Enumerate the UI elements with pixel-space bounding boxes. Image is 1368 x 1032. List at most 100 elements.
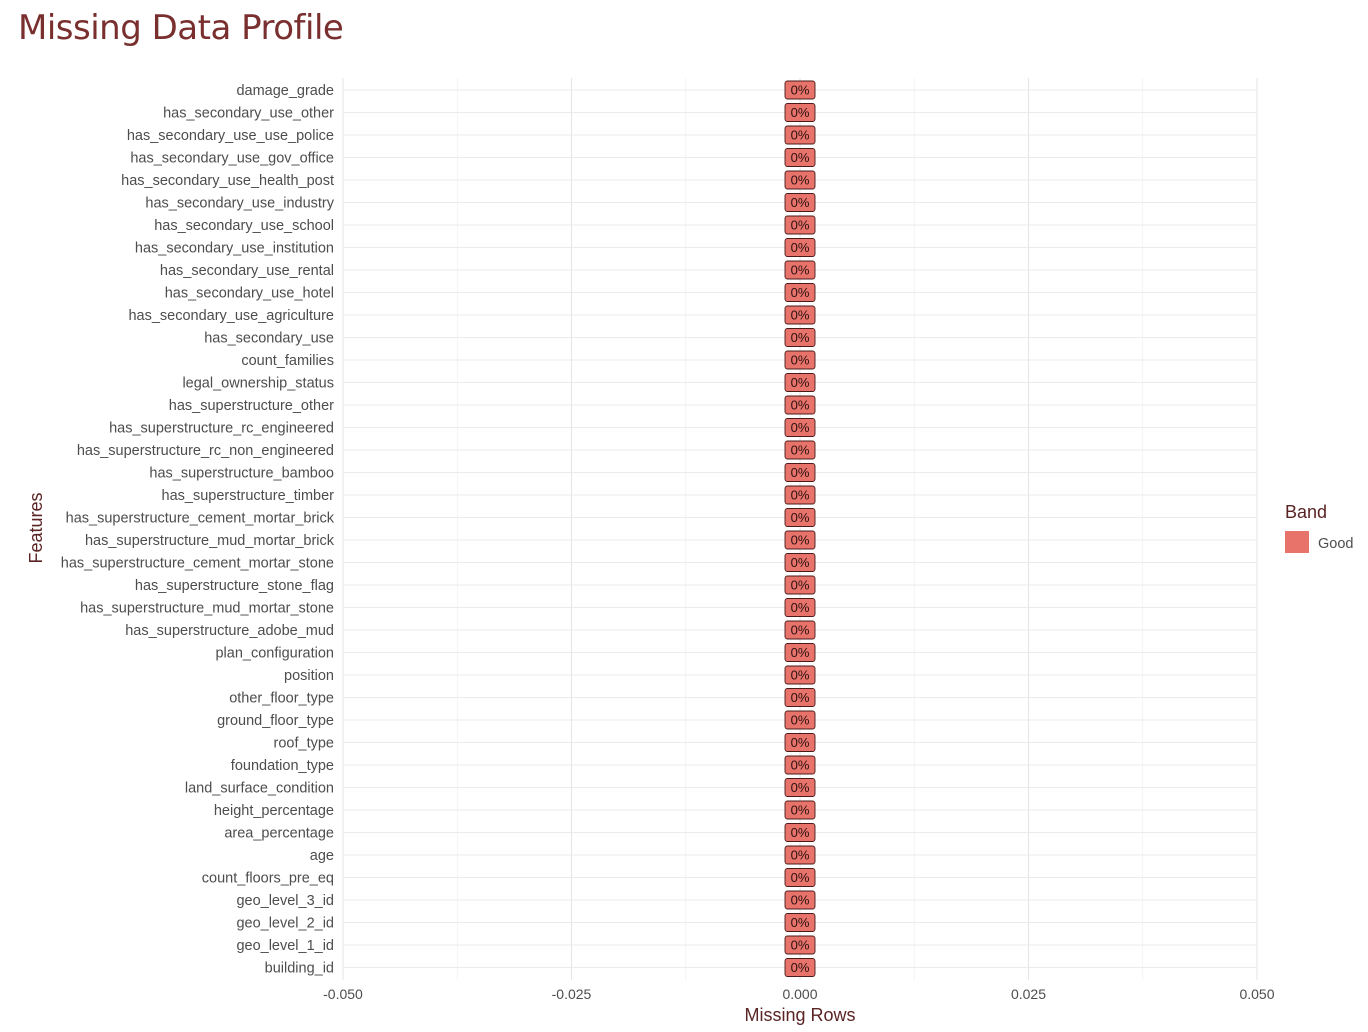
value-label: 0% (791, 960, 810, 975)
x-tick-label: 0.000 (782, 986, 817, 1002)
feature-label: has_secondary_use_school (154, 218, 334, 234)
value-label: 0% (791, 308, 810, 323)
value-label: 0% (791, 780, 810, 795)
feature-label: has_superstructure_timber (162, 488, 335, 504)
feature-label: has_superstructure_other (169, 398, 334, 414)
legend: Band Good (1285, 502, 1353, 553)
value-label: 0% (791, 330, 810, 345)
feature-label: building_id (265, 961, 334, 977)
value-label: 0% (791, 870, 810, 885)
value-label: 0% (791, 803, 810, 818)
value-label-box (784, 193, 816, 212)
feature-label: has_secondary_use_industry (145, 196, 334, 212)
feature-label: has_superstructure_stone_flag (135, 578, 334, 594)
value-label: 0% (791, 398, 810, 413)
value-label-box (784, 665, 816, 685)
feature-label: area_percentage (224, 826, 334, 842)
value-label-box (784, 890, 816, 910)
y-axis-title: Features (26, 492, 46, 563)
value-label-box (784, 530, 816, 550)
value-label-box (784, 260, 816, 280)
value-label-box (784, 418, 816, 437)
x-tick-labels: -0.050 -0.025 0.000 0.025 0.050 (323, 986, 1275, 1002)
value-label-box (784, 238, 816, 257)
feature-label: has_secondary_use_use_police (127, 128, 334, 144)
value-label: 0% (791, 420, 810, 435)
feature-label: has_superstructure_adobe_mud (125, 623, 334, 639)
value-label: 0% (791, 893, 810, 908)
legend-swatch-good (1285, 531, 1309, 553)
value-label-box (784, 283, 816, 302)
value-label-box (784, 868, 816, 887)
feature-label: has_secondary_use (204, 331, 334, 347)
value-label: 0% (791, 578, 810, 593)
value-label: 0% (791, 533, 810, 548)
feature-label: has_secondary_use_rental (160, 263, 334, 279)
value-label: 0% (791, 690, 810, 705)
value-label: 0% (791, 263, 810, 278)
value-label-box (784, 170, 816, 190)
value-label-box (784, 80, 816, 100)
value-label: 0% (791, 195, 810, 210)
feature-label: has_secondary_use_institution (135, 241, 334, 257)
x-tick-label: 0.050 (1239, 986, 1274, 1002)
value-label-box (784, 823, 816, 842)
feature-label: has_superstructure_rc_non_engineered (77, 443, 334, 459)
value-label: 0% (791, 218, 810, 233)
legend-label-good: Good (1318, 536, 1353, 552)
value-label: 0% (791, 555, 810, 570)
feature-label: age (310, 848, 334, 864)
feature-label: has_superstructure_mud_mortar_stone (80, 601, 334, 617)
value-label-box (784, 778, 816, 797)
feature-label: has_superstructure_mud_mortar_brick (85, 533, 335, 549)
value-label-box (784, 755, 816, 775)
feature-label: position (284, 668, 334, 684)
feature-label: legal_ownership_status (182, 376, 334, 392)
x-tick-label: -0.025 (552, 986, 592, 1002)
feature-label: has_superstructure_bamboo (149, 466, 334, 482)
feature-label: has_secondary_use_hotel (165, 286, 334, 302)
feature-label: count_families (241, 353, 334, 369)
grid-lines (342, 78, 1258, 980)
value-label-box (784, 305, 816, 325)
value-label-box (784, 328, 816, 347)
page-title: Missing Data Profile (18, 8, 344, 48)
x-tick-label: -0.050 (323, 986, 363, 1002)
value-label-box (784, 733, 816, 752)
value-label-box (784, 913, 816, 932)
value-label-box (784, 688, 816, 707)
x-axis-title: Missing Rows (744, 1005, 855, 1025)
feature-label: has_secondary_use_health_post (121, 173, 334, 189)
value-label: 0% (791, 938, 810, 953)
value-label: 0% (791, 285, 810, 300)
value-label-box (784, 373, 816, 392)
value-label: 0% (791, 353, 810, 368)
value-label-box (784, 958, 816, 977)
feature-label: geo_level_2_id (236, 916, 334, 932)
legend-title: Band (1285, 502, 1327, 522)
value-label-box (784, 553, 816, 572)
feature-label: has_secondary_use_gov_office (130, 151, 334, 167)
feature-label: count_floors_pre_eq (202, 871, 334, 887)
value-label: 0% (791, 825, 810, 840)
feature-label: ground_floor_type (217, 713, 334, 729)
value-label-box (784, 598, 816, 617)
value-label-box (784, 643, 816, 662)
feature-label: geo_level_3_id (236, 893, 334, 909)
feature-label: has_secondary_use_other (163, 106, 334, 122)
feature-label: plan_configuration (215, 646, 334, 662)
value-label: 0% (791, 600, 810, 615)
value-label-box (784, 935, 816, 955)
value-label: 0% (791, 713, 810, 728)
feature-label: roof_type (274, 736, 334, 752)
value-label: 0% (791, 848, 810, 863)
value-label-box (784, 103, 816, 122)
value-label: 0% (791, 173, 810, 188)
value-label-box (784, 845, 816, 865)
value-label: 0% (791, 488, 810, 503)
feature-label: foundation_type (231, 758, 334, 774)
feature-label: has_superstructure_cement_mortar_brick (66, 511, 335, 527)
feature-label: other_floor_type (229, 691, 334, 707)
feature-label: land_surface_condition (185, 781, 334, 797)
value-label-box (784, 463, 816, 482)
